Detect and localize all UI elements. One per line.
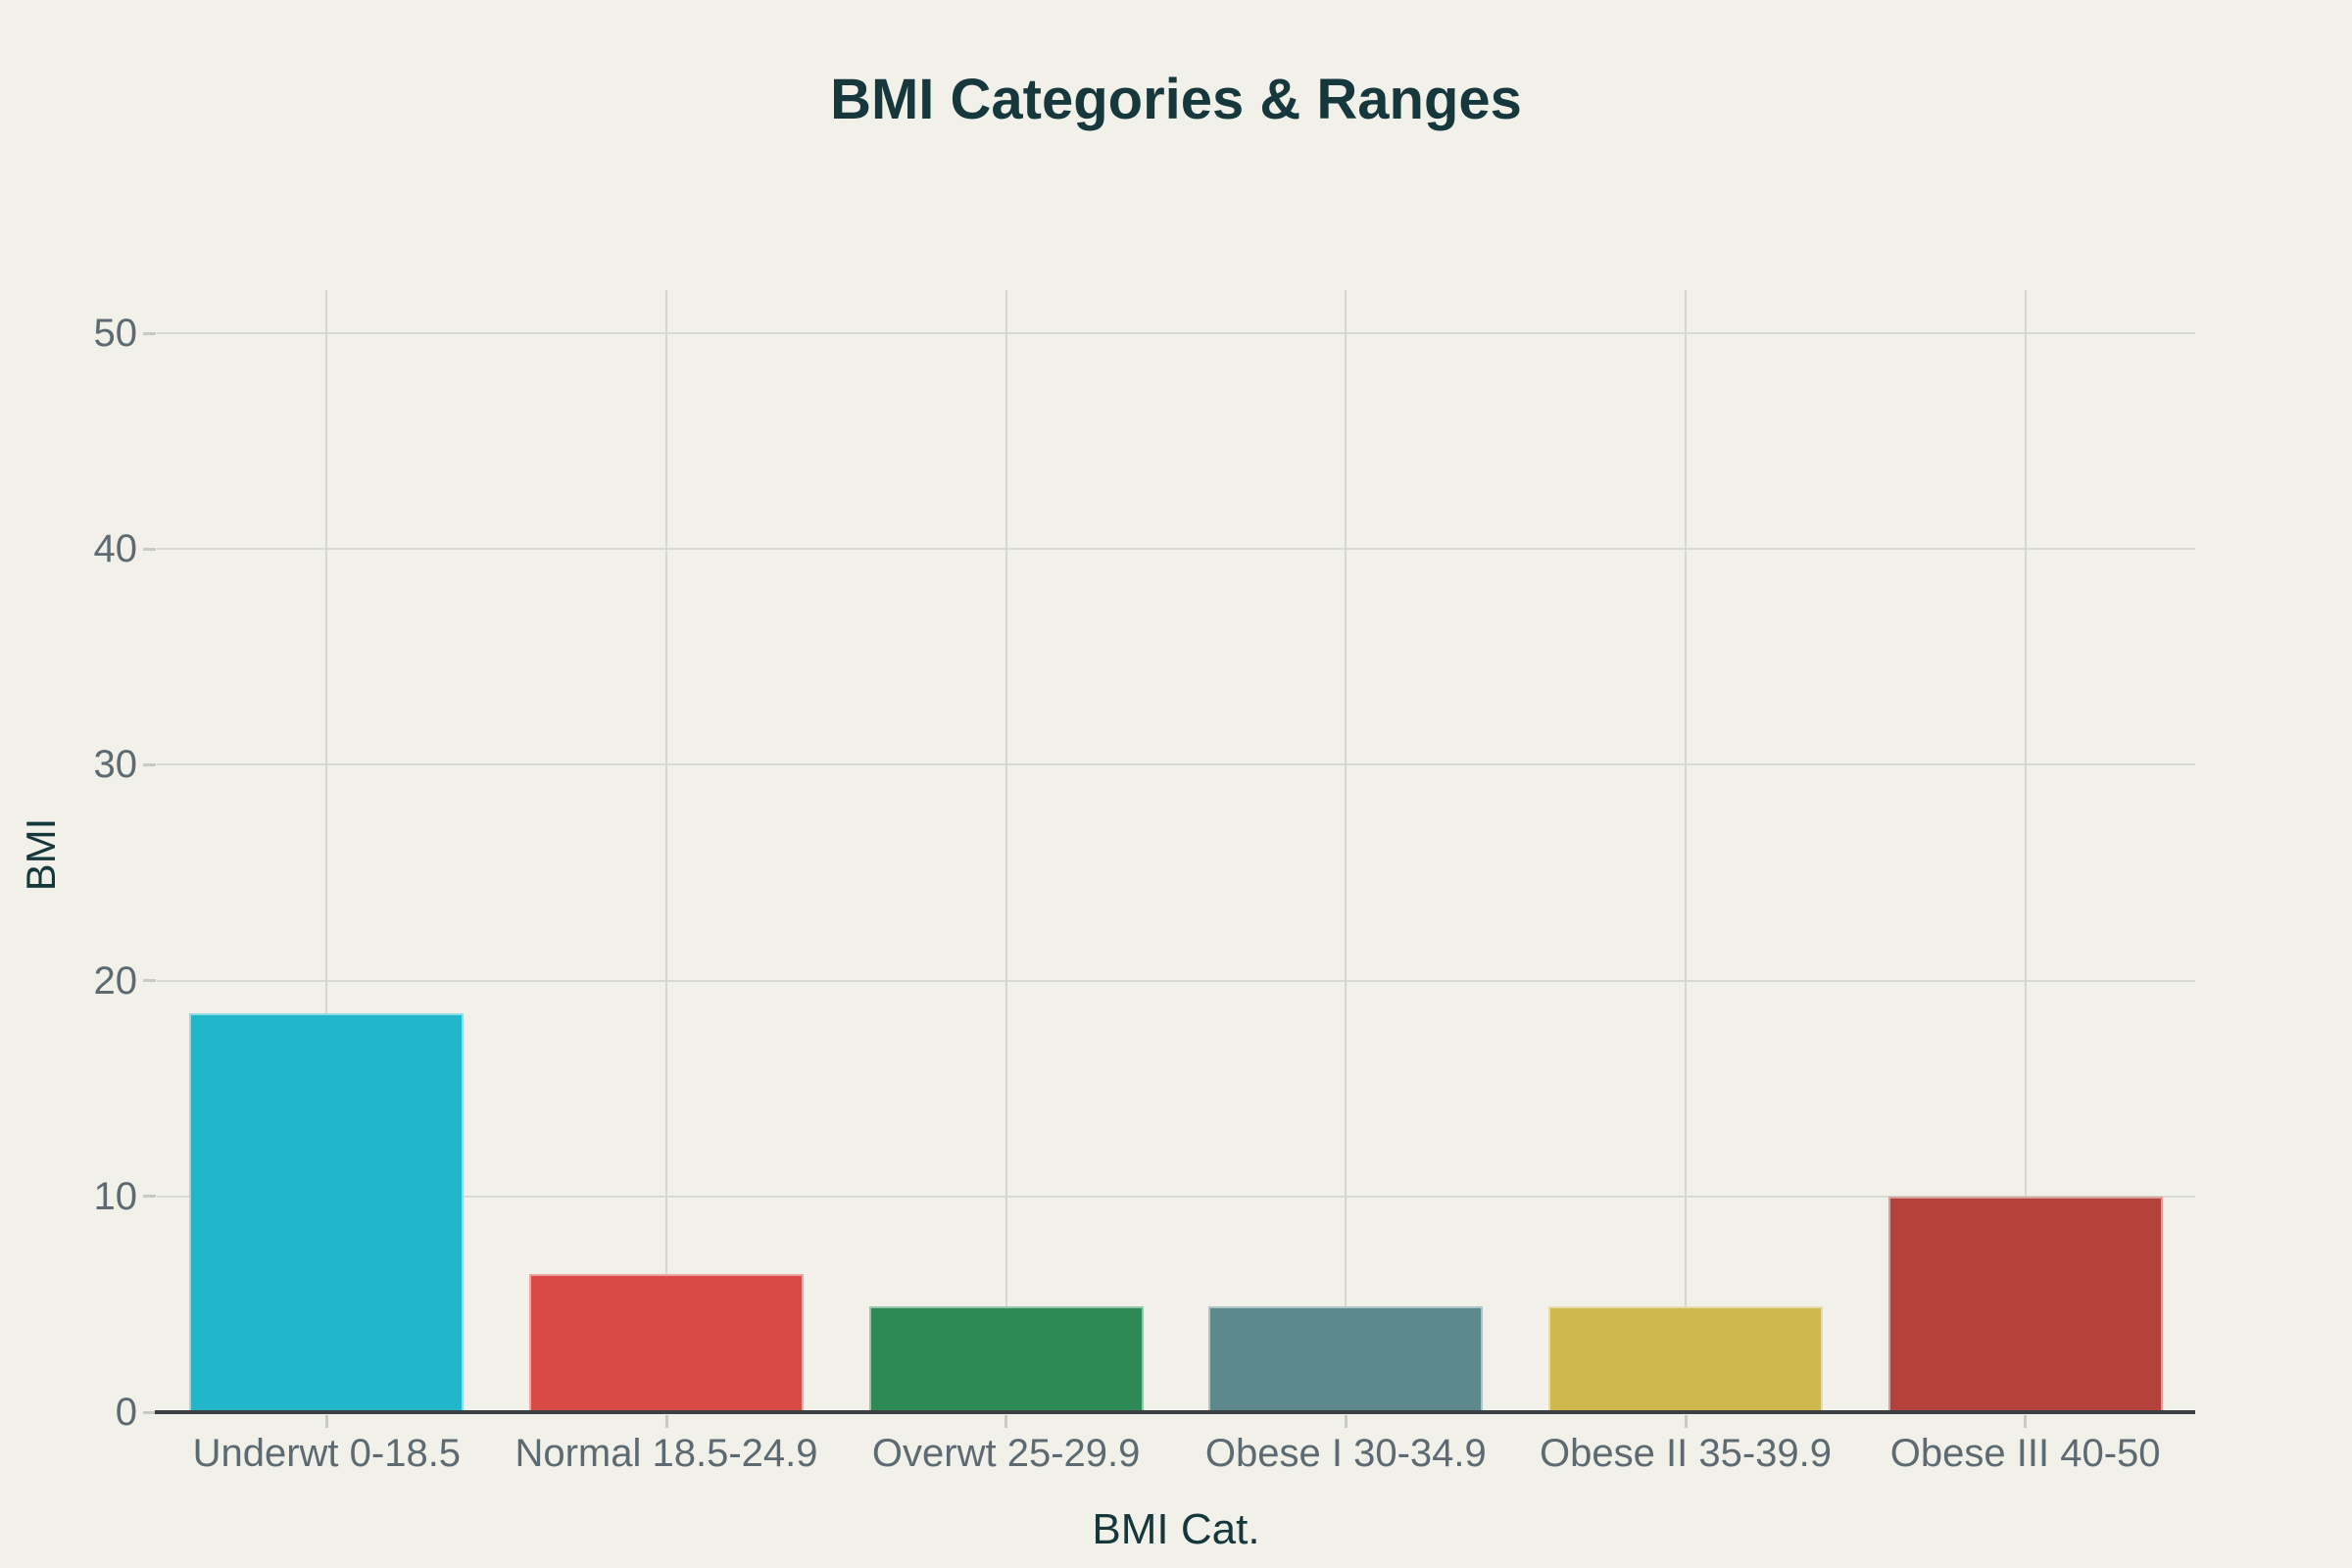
y-tick-mark (143, 547, 156, 551)
y-tick-mark (143, 762, 156, 766)
y-tick-label: 0 (115, 1391, 137, 1434)
x-axis-title: BMI Cat. (1092, 1505, 1260, 1553)
y-tick-label: 20 (93, 958, 138, 1003)
x-tick-mark (1004, 1415, 1008, 1428)
bar (189, 1012, 465, 1412)
vertical-gridline (325, 290, 328, 1412)
y-tick-mark (143, 1410, 156, 1414)
horizontal-gridline (157, 763, 2195, 766)
x-tick-mark (664, 1415, 668, 1428)
horizontal-gridline (157, 979, 2195, 982)
x-tick-mark (324, 1415, 328, 1428)
bar (1208, 1306, 1484, 1412)
y-tick-mark (143, 1195, 156, 1199)
bar (868, 1306, 1144, 1412)
x-tick-label: Obese I 30-34.9 (1204, 1432, 1487, 1475)
x-tick-mark (1344, 1415, 1348, 1428)
y-tick-label: 30 (93, 743, 138, 787)
chart-title: BMI Categories & Ranges (830, 68, 1522, 131)
x-tick-mark (1684, 1415, 1688, 1428)
x-tick-mark (2024, 1415, 2028, 1428)
x-tick-label: Normal 18.5-24.9 (514, 1432, 818, 1475)
x-axis-line (155, 1410, 2195, 1414)
vertical-gridline (1345, 290, 1348, 1412)
x-tick-label: Overwt 25-29.9 (871, 1432, 1141, 1475)
horizontal-gridline (157, 1195, 2195, 1198)
vertical-gridline (1004, 290, 1007, 1412)
x-tick-label: Obese II 35-39.9 (1540, 1432, 1832, 1475)
horizontal-gridline (157, 548, 2195, 551)
vertical-gridline (1685, 290, 1687, 1412)
y-tick-label: 40 (93, 527, 138, 571)
y-tick-mark (143, 331, 156, 335)
bar (1548, 1306, 1823, 1412)
vertical-gridline (665, 290, 667, 1412)
x-tick-label: Obese III 40-50 (1889, 1432, 2161, 1475)
horizontal-gridline (157, 332, 2195, 335)
x-tick-label: Underwt 0-18.5 (192, 1432, 462, 1475)
bar (1887, 1196, 2163, 1412)
y-tick-label: 50 (93, 312, 138, 356)
vertical-gridline (2024, 290, 2027, 1412)
bar (529, 1274, 804, 1412)
y-tick-label: 10 (93, 1174, 138, 1218)
y-tick-mark (143, 979, 156, 983)
